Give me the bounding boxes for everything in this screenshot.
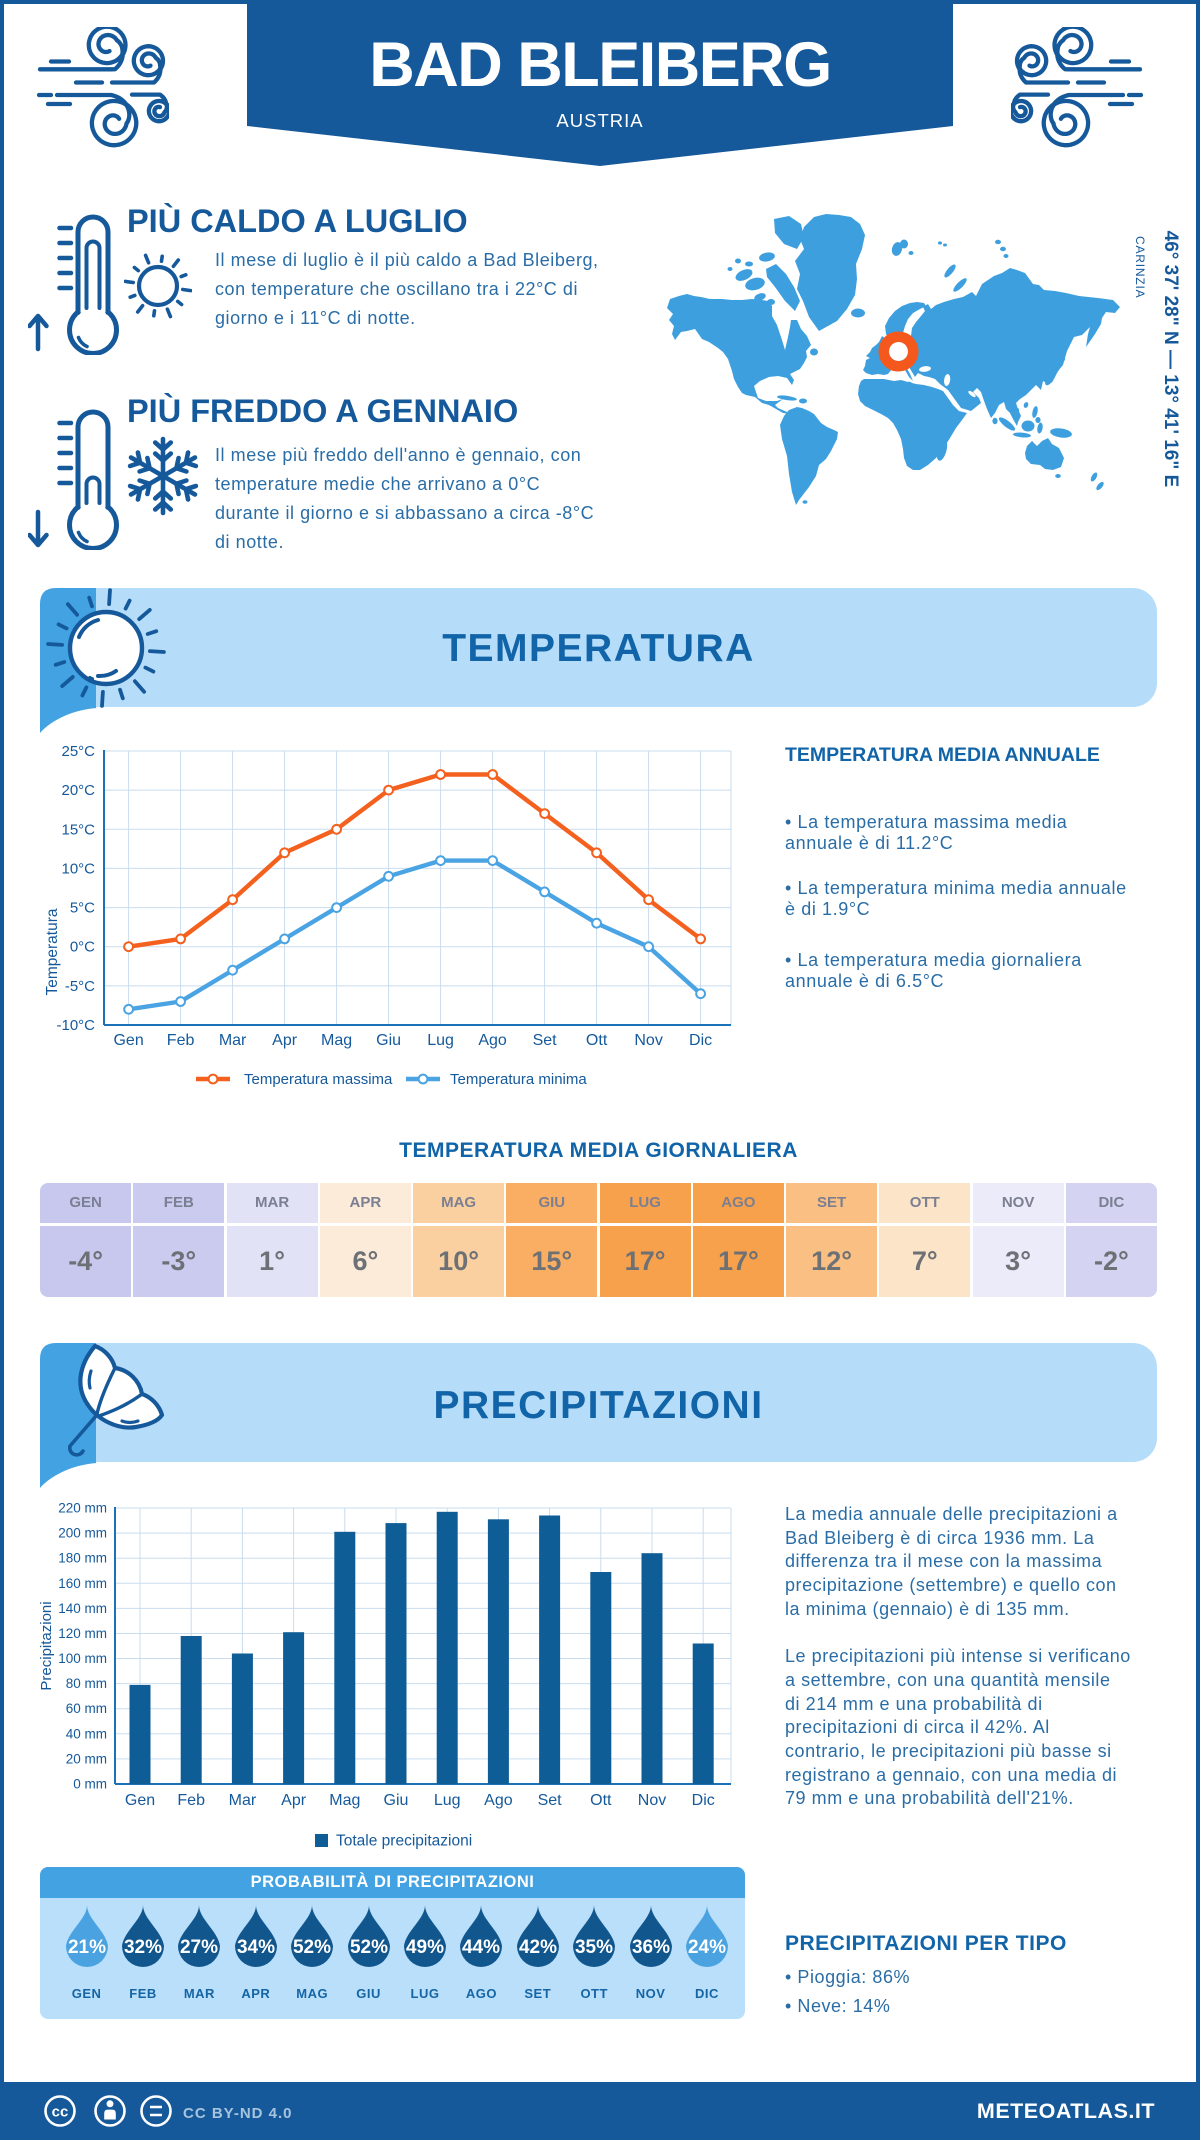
svg-text:Lug: Lug: [427, 1032, 454, 1049]
svg-text:Temperatura massima: Temperatura massima: [244, 1071, 393, 1088]
svg-text:160 mm: 160 mm: [58, 1576, 107, 1591]
svg-text:-10°C: -10°C: [56, 1017, 95, 1034]
svg-text:Totale precipitazioni: Totale precipitazioni: [336, 1833, 472, 1850]
svg-text:52%: 52%: [350, 1937, 388, 1958]
svg-text:Apr: Apr: [281, 1792, 307, 1809]
svg-text:20°C: 20°C: [61, 782, 95, 799]
svg-text:36%: 36%: [632, 1937, 670, 1958]
svg-text:Gen: Gen: [113, 1032, 143, 1049]
svg-text:Giu: Giu: [384, 1792, 409, 1809]
svg-text:Ott: Ott: [590, 1792, 612, 1809]
svg-text:60 mm: 60 mm: [66, 1701, 107, 1716]
svg-text:Feb: Feb: [167, 1032, 195, 1049]
svg-text:Set: Set: [538, 1792, 563, 1809]
svg-text:42%: 42%: [519, 1937, 557, 1958]
svg-text:180 mm: 180 mm: [58, 1551, 107, 1566]
svg-text:Mar: Mar: [229, 1792, 257, 1809]
svg-text:Ago: Ago: [484, 1792, 513, 1809]
svg-text:220 mm: 220 mm: [58, 1501, 107, 1516]
svg-text:21%: 21%: [68, 1937, 106, 1958]
svg-text:Feb: Feb: [177, 1792, 205, 1809]
svg-text:Gen: Gen: [125, 1792, 155, 1809]
svg-text:25°C: 25°C: [61, 743, 95, 760]
svg-text:49%: 49%: [406, 1937, 444, 1958]
svg-text:120 mm: 120 mm: [58, 1626, 107, 1641]
svg-text:Mag: Mag: [329, 1792, 360, 1809]
svg-text:0°C: 0°C: [70, 939, 95, 956]
svg-text:Mar: Mar: [219, 1032, 247, 1049]
svg-text:140 mm: 140 mm: [58, 1601, 107, 1616]
svg-text:Nov: Nov: [638, 1792, 666, 1809]
svg-text:cc: cc: [52, 2104, 69, 2121]
svg-text:20 mm: 20 mm: [66, 1751, 107, 1766]
svg-text:Ago: Ago: [478, 1032, 507, 1049]
svg-text:24%: 24%: [688, 1937, 726, 1958]
svg-text:0 mm: 0 mm: [73, 1777, 107, 1792]
svg-text:Nov: Nov: [634, 1032, 662, 1049]
svg-text:44%: 44%: [462, 1937, 500, 1958]
svg-text:Lug: Lug: [434, 1792, 461, 1809]
svg-text:10°C: 10°C: [61, 860, 95, 877]
svg-text:Set: Set: [533, 1032, 558, 1049]
svg-text:Dic: Dic: [689, 1032, 712, 1049]
svg-text:Dic: Dic: [692, 1792, 715, 1809]
svg-text:100 mm: 100 mm: [58, 1651, 107, 1666]
svg-text:-5°C: -5°C: [65, 978, 95, 995]
svg-text:200 mm: 200 mm: [58, 1526, 107, 1541]
svg-text:35%: 35%: [575, 1937, 613, 1958]
svg-text:27%: 27%: [180, 1937, 218, 1958]
svg-text:40 mm: 40 mm: [66, 1726, 107, 1741]
svg-text:52%: 52%: [293, 1937, 331, 1958]
svg-text:Mag: Mag: [321, 1032, 352, 1049]
svg-text:Apr: Apr: [272, 1032, 298, 1049]
svg-text:Giu: Giu: [376, 1032, 401, 1049]
svg-text:34%: 34%: [237, 1937, 275, 1958]
svg-text:32%: 32%: [124, 1937, 162, 1958]
svg-text:80 mm: 80 mm: [66, 1676, 107, 1691]
svg-text:15°C: 15°C: [61, 821, 95, 838]
svg-text:5°C: 5°C: [70, 900, 95, 917]
svg-text:Temperatura minima: Temperatura minima: [450, 1071, 587, 1088]
svg-text:Ott: Ott: [586, 1032, 608, 1049]
